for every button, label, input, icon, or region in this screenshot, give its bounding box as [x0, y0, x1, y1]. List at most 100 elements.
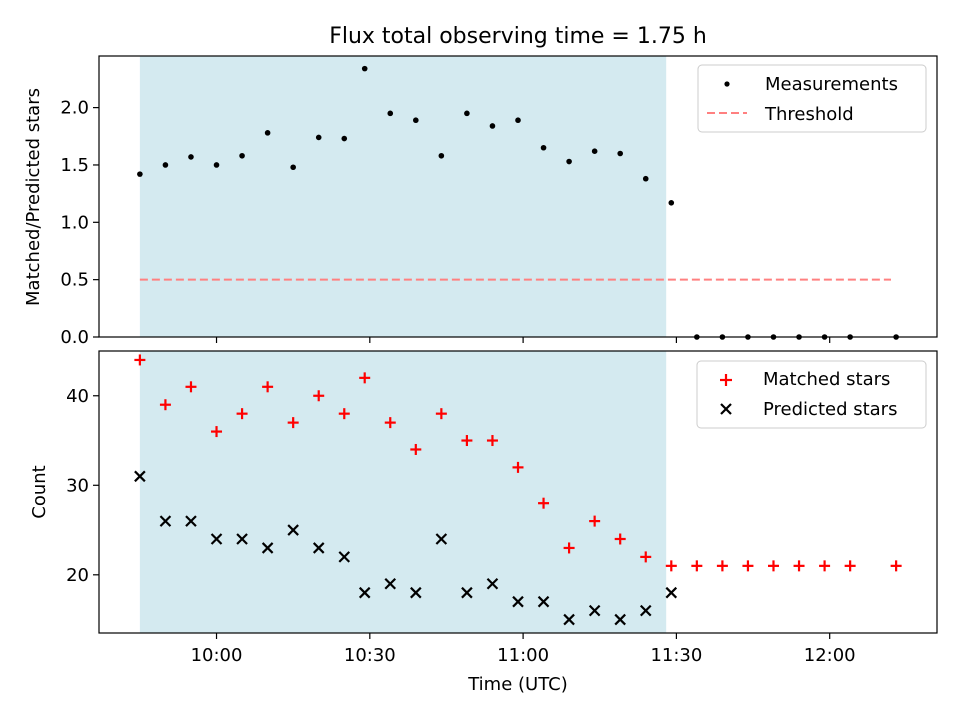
bottom-matched-stars-point-26 — [793, 560, 805, 572]
bottom-matched-stars-point-16 — [538, 497, 550, 509]
bottom-predicted-stars-point-9 — [358, 586, 371, 599]
bottom-matched-stars-point-17 — [563, 542, 575, 554]
top-ytick-label: 0.0 — [60, 327, 89, 348]
top-measurements-point-16 — [540, 144, 547, 151]
bottom-matched-stars-point-22 — [691, 560, 703, 572]
bottom-matched-stars-point-27 — [819, 560, 831, 572]
top-ylabel: Matched/Predicted stars — [23, 88, 44, 306]
bottom-predicted-stars-point-8 — [338, 551, 351, 563]
bottom-predicted-stars-point-17 — [563, 613, 575, 626]
x-axis-label: Time (UTC) — [467, 674, 568, 695]
bottom-matched-stars-point-13 — [461, 435, 473, 447]
top-measurements-point-8 — [341, 135, 348, 142]
bottom-matched-stars-point-7 — [313, 390, 325, 402]
top-measurements-point-20 — [642, 175, 649, 182]
top-measurements-point-18 — [591, 148, 598, 154]
top-measurements-point-21 — [668, 200, 675, 206]
top-measurements-point-12 — [438, 152, 445, 159]
top-measurements-point-15 — [515, 117, 521, 124]
bottom-predicted-stars-point-2 — [185, 515, 197, 527]
bottom-predicted-stars-point-21 — [665, 586, 678, 599]
top-measurements-point-2 — [188, 154, 194, 160]
top-measurements-point-0 — [137, 171, 143, 177]
bottom-matched-stars-point-8 — [338, 408, 350, 420]
bottom-predicted-stars-point-16 — [537, 595, 550, 608]
legend-measurements-marker — [724, 81, 730, 87]
top-measurements-point-19 — [617, 150, 623, 157]
bottom-xtick-label: 11:30 — [650, 645, 702, 666]
bottom-xtick-label: 10:30 — [344, 645, 396, 666]
bottom-matched-stars-point-5 — [262, 381, 274, 393]
top-legend: Measurements Threshold — [697, 64, 927, 133]
legend-matched-label: Matched stars — [763, 369, 890, 390]
bottom-predicted-stars-point-6 — [287, 524, 299, 536]
bottom-matched-stars-point-3 — [211, 426, 223, 438]
bottom-ylabel: Count — [29, 465, 50, 518]
bottom-predicted-stars-point-15 — [512, 595, 524, 608]
top-ytick-label: 1.5 — [60, 155, 89, 176]
bottom-matched-stars-point-24 — [742, 560, 754, 572]
top-measurements-point-14 — [489, 123, 496, 129]
top-measurements-point-7 — [315, 134, 322, 141]
bottom-predicted-stars-point-14 — [486, 577, 499, 590]
legend-matched-marker — [720, 374, 732, 386]
bottom-predicted-stars-point-19 — [614, 613, 626, 626]
legend-measurements-label: Measurements — [765, 74, 898, 95]
top-measurements-point-10 — [387, 110, 394, 117]
legend-predicted-label: Predicted stars — [763, 399, 897, 420]
top-measurements-point-6 — [290, 164, 296, 171]
top-ytick-label: 1.0 — [60, 212, 89, 233]
bottom-matched-stars-point-28 — [844, 560, 856, 572]
bottom-matched-stars-point-15 — [512, 461, 524, 473]
bottom-matched-stars-point-19 — [614, 533, 626, 545]
legend-threshold-label: Threshold — [764, 104, 854, 125]
bottom-matched-stars-point-9 — [359, 372, 371, 384]
top-panel: 0.00.51.01.52.0 Matched/Predicted stars … — [23, 55, 938, 348]
bottom-predicted-stars-point-4 — [236, 533, 248, 545]
legend-predicted-marker — [720, 403, 732, 415]
top-axes-frame — [98, 55, 938, 338]
bottom-predicted-stars-point-18 — [588, 604, 601, 617]
top-observing-window — [139, 56, 667, 337]
bottom-matched-stars-point-10 — [384, 417, 396, 429]
bottom-matched-stars-point-18 — [589, 515, 601, 527]
bottom-xtick-label: 10:00 — [191, 645, 243, 666]
top-measurements-point-4 — [239, 152, 245, 159]
bottom-ytick-label: 40 — [66, 386, 89, 407]
bottom-matched-stars-point-11 — [410, 443, 422, 455]
bottom-matched-stars-point-0 — [134, 354, 146, 366]
bottom-legend: Matched stars Predicted stars — [696, 360, 927, 429]
bottom-xtick-label: 11:00 — [497, 645, 549, 666]
bottom-matched-stars-point-1 — [159, 399, 171, 411]
top-measurements-point-13 — [464, 110, 470, 117]
bottom-predicted-stars-point-3 — [210, 533, 223, 545]
bottom-axes-frame — [98, 350, 938, 634]
bottom-predicted-stars-point-11 — [410, 586, 422, 599]
bottom-matched-stars-point-29 — [890, 560, 902, 572]
bottom-ytick-label: 30 — [66, 475, 89, 496]
bottom-predicted-stars-point-7 — [312, 542, 325, 554]
top-measurements-point-11 — [413, 117, 419, 124]
top-ytick-label: 2.0 — [60, 98, 89, 119]
bottom-matched-stars-point-14 — [486, 435, 498, 447]
bottom-predicted-stars-point-5 — [261, 542, 274, 554]
bottom-predicted-stars-point-20 — [639, 604, 652, 617]
bottom-matched-stars-point-21 — [665, 560, 677, 572]
bottom-matched-stars-point-20 — [640, 551, 652, 563]
bottom-matched-stars-point-6 — [287, 417, 299, 429]
bottom-matched-stars-point-25 — [767, 560, 779, 572]
top-measurements-point-9 — [361, 65, 368, 72]
bottom-predicted-stars-point-12 — [435, 533, 448, 545]
bottom-predicted-stars-point-10 — [384, 577, 397, 590]
bottom-matched-stars-point-12 — [435, 408, 447, 420]
bottom-matched-stars-point-2 — [185, 381, 197, 393]
bottom-observing-window — [139, 351, 667, 633]
bottom-ytick-label: 20 — [66, 565, 89, 586]
top-measurements-point-3 — [213, 162, 220, 168]
bottom-panel: 20 30 40 10:00 10:30 11:00 11:30 12:00 Count Ma… — [29, 350, 938, 666]
top-ytick-label: 0.5 — [60, 270, 89, 291]
bottom-matched-stars-point-4 — [236, 408, 248, 420]
bottom-predicted-stars-point-1 — [159, 515, 172, 527]
bottom-predicted-stars-point-13 — [461, 586, 473, 599]
